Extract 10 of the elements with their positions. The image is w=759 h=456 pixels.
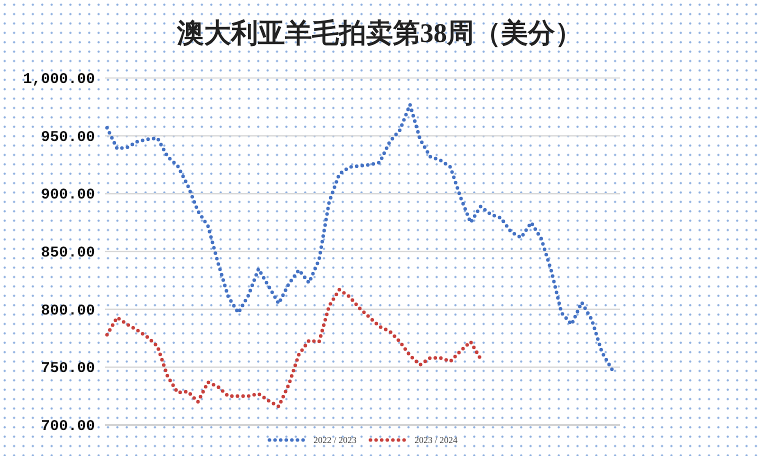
y-tick-label: 900.00 [40, 186, 95, 204]
chart-title: 澳大利亚羊毛拍卖第38周（美分） [176, 18, 582, 48]
y-tick-label: 850.00 [40, 244, 95, 262]
y-tick-label: 700.00 [40, 418, 95, 435]
legend-label: 2023 / 2024 [414, 435, 458, 446]
legend-label: 2022 / 2023 [313, 435, 357, 446]
y-tick-label: 950.00 [40, 128, 95, 146]
y-tick-label: 800.00 [40, 302, 95, 320]
y-tick-label: 750.00 [40, 360, 95, 378]
y-tick-label: 1,000.00 [22, 71, 95, 88]
